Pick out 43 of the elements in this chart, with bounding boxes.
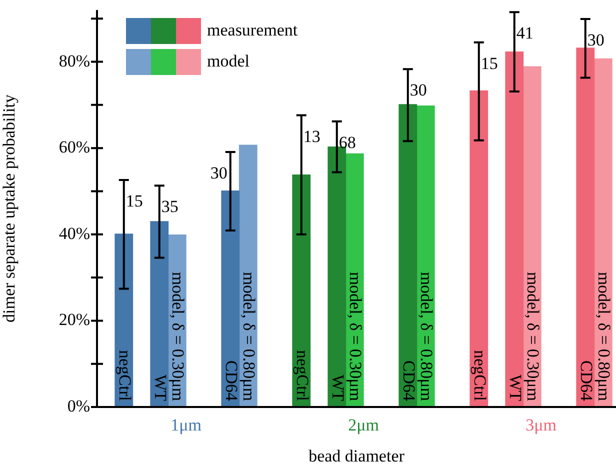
annotation: model, δ = 0.80μm [417,272,436,401]
y-tick-label: 80% [58,51,90,70]
x-tick-label: negCtrl [470,350,490,402]
annotation: 13 [303,126,320,146]
bar [150,221,169,408]
annotation: 15 [480,54,498,73]
annotation: 68 [338,132,356,152]
y-tick-label: 40% [58,224,90,243]
x-tick-label: CD64 [576,360,596,402]
x-tick-label: CD64 [222,360,241,402]
legend-label: measurement [207,20,298,40]
bar [292,174,311,408]
y-tick-label: 20% [58,310,90,330]
annotation: model, δ = 0.80μm [240,272,259,401]
x-tick-label: WT [150,374,170,402]
x-tick-label: CD64 [399,360,418,402]
bar [470,90,488,408]
annotation: 15 [126,191,143,210]
annotation: 30 [587,30,604,50]
y-tick-label: 60% [58,138,90,157]
legend-label: model [207,51,250,70]
annotation: model, δ = 0.30μm [168,272,188,401]
bar [576,48,595,408]
bar [505,52,524,408]
text: 2μm [348,415,379,434]
annotation: 30 [210,163,228,182]
y-tick-label: 0% [67,396,90,416]
bar [398,104,418,408]
x-tick-label: WT [506,374,525,402]
x-tick-label: negCtrl [292,350,312,402]
annotation: model, δ = 0.30μm [346,272,366,401]
text: 1μm [170,415,202,434]
x-tick-label: WT [328,374,348,402]
bar [221,190,240,408]
annotation: model, δ = 0.80μm [594,272,614,401]
annotation: 41 [516,24,534,43]
x-axis-title: bead diameter [308,446,405,466]
y-axis-title: dimer separate uptake probability [0,94,19,322]
text: 3μm [526,415,556,434]
x-tick-label: negCtrl [115,350,134,402]
annotation: model, δ = 0.30μm [524,272,543,401]
annotation: 30 [410,80,427,100]
annotation: 35 [161,197,178,216]
